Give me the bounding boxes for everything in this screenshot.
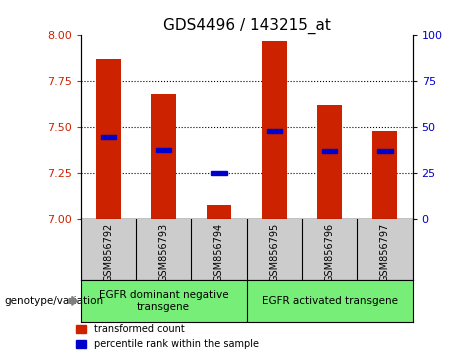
Text: genotype/variation: genotype/variation [5, 296, 104, 306]
Text: EGFR activated transgene: EGFR activated transgene [261, 296, 398, 306]
Text: GSM856795: GSM856795 [269, 222, 279, 282]
Title: GDS4496 / 143215_at: GDS4496 / 143215_at [163, 18, 331, 34]
Bar [156, 148, 171, 152]
Text: GSM856794: GSM856794 [214, 222, 224, 282]
Bar [100, 135, 116, 139]
Text: EGFR dominant negative
transgene: EGFR dominant negative transgene [99, 290, 229, 312]
Text: GSM856793: GSM856793 [159, 222, 169, 282]
Bar [266, 129, 282, 133]
Bar [317, 105, 342, 219]
Bar [207, 205, 231, 219]
Bar [211, 171, 227, 176]
Bar [262, 41, 287, 219]
Bar [372, 131, 397, 219]
Legend: transformed count, percentile rank within the sample: transformed count, percentile rank withi… [77, 324, 259, 349]
Text: GSM856796: GSM856796 [325, 222, 335, 282]
Text: GSM856797: GSM856797 [380, 222, 390, 282]
Bar [322, 149, 337, 153]
Bar [96, 59, 121, 219]
Bar [377, 149, 393, 153]
Text: GSM856792: GSM856792 [103, 222, 113, 282]
Bar [151, 94, 176, 219]
